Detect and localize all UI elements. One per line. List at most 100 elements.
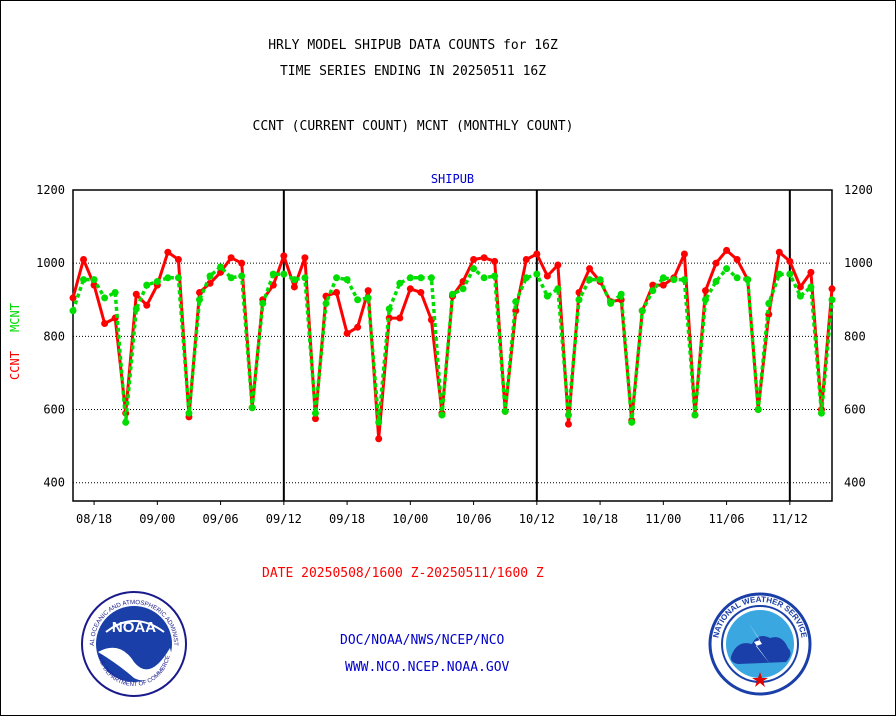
noaa-logo-text: NOAA	[112, 619, 156, 636]
data-point-mcnt	[290, 276, 298, 284]
data-point-mcnt	[828, 296, 836, 304]
data-point-mcnt	[111, 288, 119, 296]
data-point-ccnt	[723, 246, 731, 254]
data-point-ccnt	[796, 283, 804, 291]
data-point-mcnt	[259, 299, 267, 307]
data-point-ccnt	[564, 420, 572, 428]
data-point-mcnt	[480, 274, 488, 282]
data-point-ccnt	[533, 250, 541, 258]
x-tick-label: 08/18	[76, 512, 112, 526]
nws-logo: NATIONAL WEATHER SERVICE	[708, 592, 812, 696]
data-point-ccnt	[406, 285, 414, 293]
data-point-ccnt	[522, 256, 530, 264]
chart-subtitle: SHIPUB	[431, 172, 474, 186]
data-point-ccnt	[396, 314, 404, 322]
data-point-mcnt	[628, 418, 636, 426]
data-point-ccnt	[164, 248, 172, 256]
data-point-mcnt	[607, 299, 615, 307]
data-point-mcnt	[343, 276, 351, 284]
x-tick-label: 09/12	[266, 512, 302, 526]
data-point-ccnt	[733, 256, 741, 264]
data-point-ccnt	[659, 281, 667, 289]
data-point-mcnt	[754, 406, 762, 414]
data-point-mcnt	[596, 276, 604, 284]
data-point-mcnt	[638, 307, 646, 315]
data-point-ccnt	[101, 320, 109, 328]
data-point-mcnt	[80, 276, 88, 284]
data-point-mcnt	[575, 296, 583, 304]
data-point-ccnt	[649, 281, 657, 289]
data-point-mcnt	[512, 298, 520, 306]
data-point-mcnt	[691, 411, 699, 419]
data-point-ccnt	[786, 257, 794, 265]
x-tick-label: 10/18	[582, 512, 618, 526]
y-axis-label-ccnt: CCNT	[8, 351, 22, 380]
data-point-mcnt	[164, 274, 172, 282]
data-point-mcnt	[227, 274, 235, 282]
data-point-mcnt	[322, 299, 330, 307]
data-point-mcnt	[248, 404, 256, 412]
data-point-mcnt	[269, 270, 277, 278]
data-point-mcnt	[554, 285, 562, 293]
data-point-mcnt	[533, 270, 541, 278]
data-point-mcnt	[586, 276, 594, 284]
data-point-mcnt	[617, 290, 625, 298]
y-tick-label-left: 600	[43, 403, 65, 417]
data-point-ccnt	[554, 261, 562, 269]
data-point-mcnt	[185, 409, 193, 417]
x-tick-label: 11/06	[709, 512, 745, 526]
data-point-mcnt	[807, 283, 815, 291]
data-point-ccnt	[775, 248, 783, 256]
x-tick-label: 10/00	[392, 512, 428, 526]
data-point-ccnt	[702, 287, 709, 295]
data-point-mcnt	[449, 290, 456, 298]
data-point-mcnt	[702, 296, 709, 304]
data-point-ccnt	[343, 329, 351, 337]
data-point-mcnt	[217, 263, 225, 271]
data-point-mcnt	[301, 274, 309, 282]
data-point-ccnt	[311, 415, 319, 423]
data-point-mcnt	[406, 274, 414, 282]
data-point-ccnt	[712, 259, 720, 267]
y-tick-label-right: 1000	[844, 256, 873, 270]
data-point-ccnt	[90, 281, 98, 289]
data-point-mcnt	[796, 292, 804, 300]
data-point-mcnt	[470, 265, 478, 273]
y-tick-label-left: 1000	[36, 256, 65, 270]
x-tick-label: 10/06	[456, 512, 492, 526]
data-point-mcnt	[354, 296, 362, 304]
data-point-ccnt	[80, 256, 88, 264]
data-point-mcnt	[153, 277, 161, 285]
data-point-mcnt	[501, 407, 509, 415]
data-point-ccnt	[680, 250, 688, 258]
data-point-mcnt	[723, 265, 731, 273]
plot-area	[72, 189, 833, 502]
data-point-ccnt	[301, 254, 309, 262]
data-point-mcnt	[522, 274, 530, 282]
data-point-ccnt	[828, 285, 836, 293]
data-point-mcnt	[459, 285, 467, 293]
chart-title-line-2: TIME SERIES ENDING IN 20250511 16Z	[279, 64, 547, 79]
data-point-ccnt	[174, 256, 182, 264]
data-point-ccnt	[238, 259, 246, 267]
data-point-mcnt	[396, 279, 404, 287]
data-point-mcnt	[206, 272, 214, 280]
data-point-mcnt	[564, 411, 572, 419]
y-tick-label-left: 1200	[36, 183, 65, 197]
data-point-ccnt	[480, 254, 488, 262]
data-point-ccnt	[290, 283, 298, 291]
data-point-mcnt	[733, 274, 741, 282]
data-point-mcnt	[364, 294, 372, 302]
x-tick-label: 11/12	[772, 512, 808, 526]
x-tick-label: 09/00	[139, 512, 175, 526]
y-tick-label-right: 800	[844, 329, 866, 343]
data-point-mcnt	[670, 276, 678, 284]
chart-title-line-1: HRLY MODEL SHIPUB DATA COUNTS for 16Z	[268, 38, 558, 53]
data-point-mcnt	[712, 277, 720, 285]
data-point-ccnt	[543, 272, 551, 280]
noaa-logo: NOAA NATIONAL OCEANIC AND ATMOSPHERIC AD…	[80, 590, 187, 697]
data-point-mcnt	[744, 276, 752, 284]
data-point-mcnt	[491, 272, 499, 280]
y-axis-label-mcnt: MCNT	[8, 303, 22, 332]
